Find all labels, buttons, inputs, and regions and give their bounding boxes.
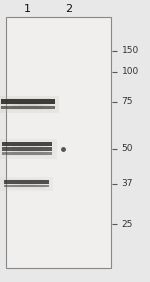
Bar: [1, 99, 55, 104]
Bar: [6, 98, 50, 110]
Bar: [18, 146, 36, 152]
Text: 25: 25: [122, 220, 133, 229]
Bar: [0, 139, 57, 159]
Bar: [13, 180, 40, 188]
Bar: [6, 142, 48, 156]
Text: 37: 37: [122, 179, 133, 188]
Text: 50: 50: [122, 144, 133, 153]
Bar: [18, 102, 37, 107]
Text: 75: 75: [122, 97, 133, 106]
Bar: [2, 147, 52, 151]
Bar: [6, 17, 111, 268]
Bar: [4, 180, 49, 184]
Bar: [4, 185, 49, 187]
Bar: [2, 142, 52, 146]
Bar: [7, 179, 45, 189]
Text: 2: 2: [65, 4, 73, 14]
Text: 150: 150: [122, 46, 139, 55]
Text: 100: 100: [122, 67, 139, 76]
Bar: [12, 144, 42, 154]
Bar: [1, 106, 55, 109]
Bar: [2, 152, 52, 155]
Bar: [0, 177, 53, 191]
Bar: [18, 182, 34, 186]
Text: 1: 1: [24, 4, 30, 14]
Bar: [12, 100, 43, 109]
Bar: [0, 96, 59, 113]
